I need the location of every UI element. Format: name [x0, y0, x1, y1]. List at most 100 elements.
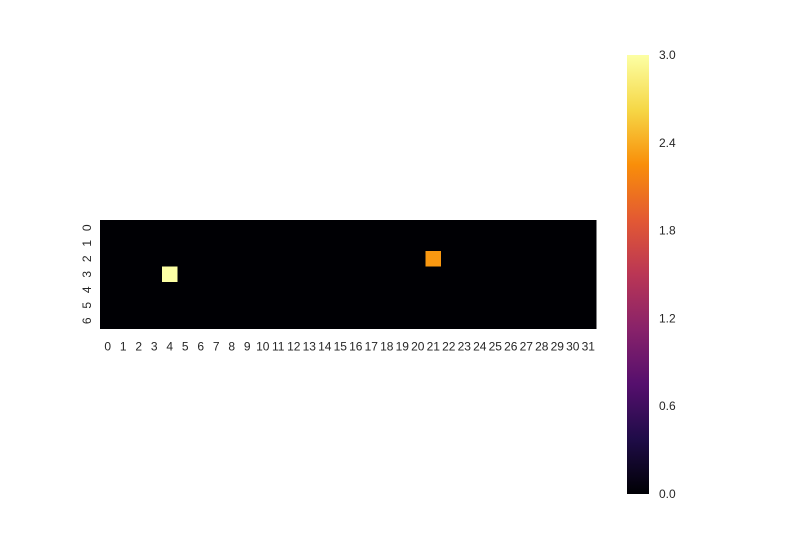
x-tick-label: 5 — [182, 340, 189, 354]
heatmap-cell-r2-c30 — [565, 251, 581, 267]
x-tick-label: 30 — [566, 340, 580, 354]
heatmap-cell-r0-c7 — [208, 220, 225, 236]
heatmap-cell-r4-c26 — [503, 282, 519, 298]
heatmap-cell-r4-c29 — [549, 282, 566, 298]
heatmap-cell-r5-c24 — [472, 297, 488, 314]
heatmap-cell-r0-c20 — [410, 220, 426, 236]
heatmap-cell-r2-c21 — [425, 251, 442, 267]
heatmap-cell-r5-c7 — [208, 297, 225, 314]
x-tick-label: 24 — [473, 340, 487, 354]
heatmap-cell-r4-c6 — [193, 282, 209, 298]
heatmap-cell-r0-c26 — [503, 220, 519, 236]
heatmap-cell-r3-c10 — [255, 266, 271, 283]
heatmap-cell-r2-c26 — [503, 251, 519, 267]
heatmap-cell-r6-c14 — [317, 313, 333, 329]
heatmap-cell-r3-c22 — [441, 266, 457, 283]
heatmap-cell-r3-c15 — [332, 266, 349, 283]
heatmap-cell-r5-c8 — [224, 297, 240, 314]
heatmap-cell-r3-c7 — [208, 266, 225, 283]
heatmap-cell-r2-c23 — [456, 251, 473, 267]
heatmap-cell-r6-c9 — [239, 313, 256, 329]
heatmap-cell-r1-c7 — [208, 235, 225, 252]
heatmap-cell-r2-c5 — [177, 251, 194, 267]
x-tick-label: 31 — [582, 340, 596, 354]
heatmap-cell-r0-c21 — [425, 220, 442, 236]
colorbar — [627, 55, 649, 494]
colorbar-tick-label: 1.8 — [659, 224, 676, 238]
heatmap-cell-r6-c0 — [100, 313, 116, 329]
heatmap-cell-r1-c1 — [115, 235, 132, 252]
heatmap-cell-r2-c3 — [146, 251, 163, 267]
x-tick-label: 21 — [427, 340, 441, 354]
heatmap-cell-r1-c31 — [580, 235, 597, 252]
x-tick-label: 17 — [365, 340, 379, 354]
heatmap-cell-r4-c24 — [472, 282, 488, 298]
heatmap-cell-r6-c11 — [270, 313, 287, 329]
y-tick-label: 6 — [80, 317, 94, 324]
heatmap-cell-r4-c8 — [224, 282, 240, 298]
heatmap-cell-r6-c15 — [332, 313, 349, 329]
heatmap-cell-r0-c8 — [224, 220, 240, 236]
x-tick-label: 26 — [504, 340, 518, 354]
heatmap-cell-r0-c16 — [348, 220, 364, 236]
x-tick-label: 22 — [442, 340, 456, 354]
heatmap-cell-r2-c24 — [472, 251, 488, 267]
heatmap-cell-r1-c29 — [549, 235, 566, 252]
heatmap-cell-r3-c30 — [565, 266, 581, 283]
colorbar-tick-label: 0.6 — [659, 399, 676, 413]
heatmap-cell-r1-c24 — [472, 235, 488, 252]
heatmap-cell-r0-c17 — [363, 220, 380, 236]
heatmap-cell-r4-c30 — [565, 282, 581, 298]
heatmap-cell-r0-c25 — [487, 220, 504, 236]
heatmap-cell-r0-c11 — [270, 220, 287, 236]
x-tick-label: 23 — [458, 340, 472, 354]
colorbar-tick-labels: 0.0 0.6 1.2 1.8 2.4 3.0 — [659, 48, 676, 501]
heatmap-cells — [100, 220, 597, 329]
x-tick-label: 15 — [334, 340, 348, 354]
x-tick-label: 16 — [349, 340, 363, 354]
heatmap-cell-r4-c23 — [456, 282, 473, 298]
heatmap-cell-r2-c28 — [534, 251, 550, 267]
heatmap-cell-r5-c9 — [239, 297, 256, 314]
heatmap-cell-r5-c6 — [193, 297, 209, 314]
x-tick-label: 11 — [272, 340, 285, 354]
heatmap-cell-r3-c3 — [146, 266, 163, 283]
heatmap-cell-r4-c2 — [131, 282, 147, 298]
heatmap-cell-r5-c22 — [441, 297, 457, 314]
heatmap-cell-r1-c20 — [410, 235, 426, 252]
heatmap-cell-r5-c14 — [317, 297, 333, 314]
x-axis-tick-labels: 0 1 2 3 4 5 6 7 8 9 10 11 12 13 14 15 16 17 18 19 20 21 22 23 24… — [104, 340, 595, 354]
heatmap-cell-r2-c7 — [208, 251, 225, 267]
heatmap-cell-r5-c17 — [363, 297, 380, 314]
heatmap-cell-r2-c31 — [580, 251, 597, 267]
heatmap-cell-r1-c5 — [177, 235, 194, 252]
heatmap-cell-r5-c1 — [115, 297, 132, 314]
heatmap-cell-r5-c31 — [580, 297, 597, 314]
x-tick-label: 19 — [396, 340, 410, 354]
heatmap-cell-r2-c0 — [100, 251, 116, 267]
heatmap-cell-r4-c20 — [410, 282, 426, 298]
heatmap-cell-r2-c6 — [193, 251, 209, 267]
heatmap-cell-r0-c12 — [286, 220, 302, 236]
heatmap-cell-r0-c4 — [162, 220, 178, 236]
heatmap-cell-r1-c2 — [131, 235, 147, 252]
heatmap-cell-r6-c4 — [162, 313, 178, 329]
heatmap-cell-r6-c20 — [410, 313, 426, 329]
heatmap-cell-r1-c28 — [534, 235, 550, 252]
heatmap-cell-r6-c31 — [580, 313, 597, 329]
heatmap-cell-r1-c6 — [193, 235, 209, 252]
colorbar-tick-label: 1.2 — [659, 311, 676, 325]
heatmap-cell-r4-c18 — [379, 282, 395, 298]
heatmap-cell-r4-c19 — [394, 282, 411, 298]
heatmap-cell-r6-c17 — [363, 313, 380, 329]
y-tick-label: 2 — [80, 255, 94, 262]
heatmap-cell-r3-c16 — [348, 266, 364, 283]
heatmap-cell-r6-c19 — [394, 313, 411, 329]
x-tick-label: 18 — [380, 340, 394, 354]
heatmap-cell-r5-c15 — [332, 297, 349, 314]
heatmap-cell-r5-c28 — [534, 297, 550, 314]
heatmap-cell-r4-c21 — [425, 282, 442, 298]
heatmap-cell-r4-c0 — [100, 282, 116, 298]
heatmap-cell-r2-c17 — [363, 251, 380, 267]
